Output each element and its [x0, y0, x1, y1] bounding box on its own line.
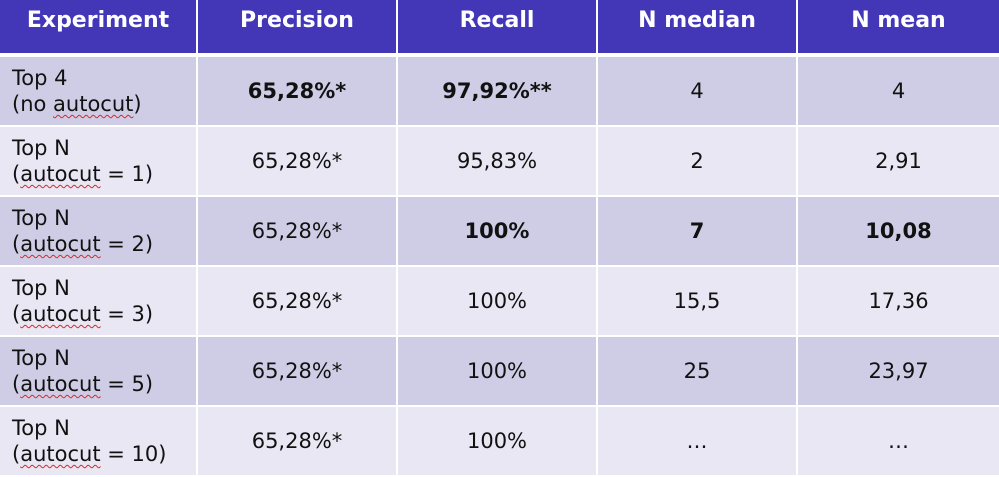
recall-cell: 97,92%**: [398, 57, 598, 127]
precision-cell: 65,28%*: [198, 407, 398, 477]
table-row: Top N (autocut = 10) 65,28%* 100% … …: [0, 407, 999, 477]
table-row: Top N (autocut = 1) 65,28%* 95,83% 2 2,9…: [0, 127, 999, 197]
experiment-detail-suffix: = 10): [100, 442, 167, 466]
table-row: Top 4 (no autocut) 65,28%* 97,92%** 4 4: [0, 57, 999, 127]
precision-cell: 65,28%*: [198, 57, 398, 127]
experiment-name: Top N: [12, 206, 70, 230]
recall-cell: 100%: [398, 337, 598, 407]
precision-cell: 65,28%*: [198, 337, 398, 407]
experiment-cell: Top N (autocut = 1): [0, 127, 198, 197]
precision-cell: 65,28%*: [198, 127, 398, 197]
header-recall: Recall: [398, 0, 598, 57]
experiment-detail-suffix: = 3): [100, 302, 154, 326]
precision-cell: 65,28%*: [198, 267, 398, 337]
header-precision: Precision: [198, 0, 398, 57]
experiment-detail-prefix: (: [12, 232, 21, 256]
recall-cell: 100%: [398, 407, 598, 477]
experiment-detail-word: autocut: [20, 162, 101, 186]
experiment-detail-word: autocut: [20, 232, 101, 256]
experiment-cell: Top N (autocut = 3): [0, 267, 198, 337]
n-mean-cell: 23,97: [798, 337, 999, 407]
experiment-cell: Top N (autocut = 2): [0, 197, 198, 267]
experiment-name: Top N: [12, 136, 70, 160]
experiment-name: Top N: [12, 416, 70, 440]
experiment-detail-suffix: = 1): [100, 162, 154, 186]
n-mean-cell: 4: [798, 57, 999, 127]
recall-cell: 100%: [398, 267, 598, 337]
recall-cell: 95,83%: [398, 127, 598, 197]
experiment-detail-suffix: = 5): [100, 372, 154, 396]
experiment-detail-prefix: (no: [12, 92, 54, 116]
n-median-cell: 7: [598, 197, 798, 267]
experiment-name: Top N: [12, 276, 70, 300]
table-row: Top N (autocut = 2) 65,28%* 100% 7 10,08: [0, 197, 999, 267]
header-experiment: Experiment: [0, 0, 198, 57]
table-row: Top N (autocut = 5) 65,28%* 100% 25 23,9…: [0, 337, 999, 407]
experiment-detail-prefix: (: [12, 302, 21, 326]
n-median-cell: 25: [598, 337, 798, 407]
experiment-cell: Top 4 (no autocut): [0, 57, 198, 127]
experiment-detail-suffix: ): [133, 92, 142, 116]
n-mean-cell: 17,36: [798, 267, 999, 337]
experiment-name: Top 4: [12, 66, 68, 90]
experiment-detail-word: autocut: [53, 92, 134, 116]
n-median-cell: …: [598, 407, 798, 477]
n-median-cell: 4: [598, 57, 798, 127]
experiment-detail-word: autocut: [20, 302, 101, 326]
experiment-detail-prefix: (: [12, 442, 21, 466]
n-mean-cell: …: [798, 407, 999, 477]
experiment-detail-prefix: (: [12, 372, 21, 396]
recall-cell: 100%: [398, 197, 598, 267]
experiment-detail-prefix: (: [12, 162, 21, 186]
n-median-cell: 2: [598, 127, 798, 197]
experiment-detail-word: autocut: [20, 442, 101, 466]
experiment-detail-word: autocut: [20, 372, 101, 396]
experiment-detail-suffix: = 2): [100, 232, 154, 256]
n-mean-cell: 10,08: [798, 197, 999, 267]
table-row: Top N (autocut = 3) 65,28%* 100% 15,5 17…: [0, 267, 999, 337]
header-n-median: N median: [598, 0, 798, 57]
n-median-cell: 15,5: [598, 267, 798, 337]
header-n-mean: N mean: [798, 0, 999, 57]
experiment-cell: Top N (autocut = 10): [0, 407, 198, 477]
header-row: Experiment Precision Recall N median N m…: [0, 0, 999, 57]
experiment-cell: Top N (autocut = 5): [0, 337, 198, 407]
precision-cell: 65,28%*: [198, 197, 398, 267]
experiment-name: Top N: [12, 346, 70, 370]
n-mean-cell: 2,91: [798, 127, 999, 197]
